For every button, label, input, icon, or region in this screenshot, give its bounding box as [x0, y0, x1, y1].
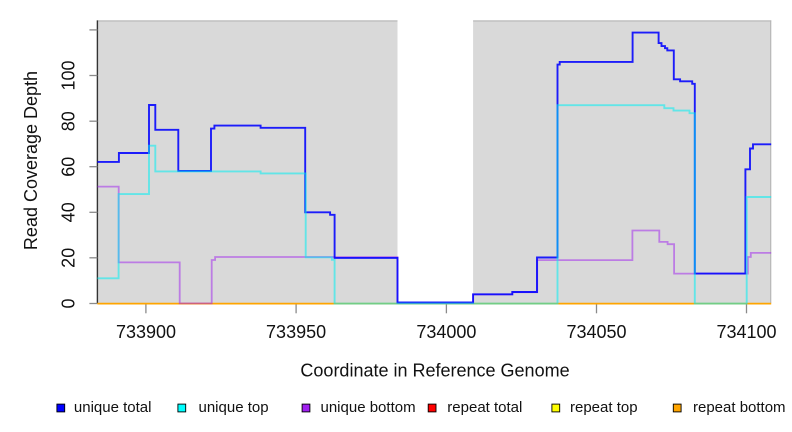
svg-text:734100: 734100 — [716, 322, 776, 342]
svg-text:80: 80 — [59, 111, 79, 131]
svg-text:repeat top: repeat top — [570, 399, 638, 416]
svg-text:Read Coverage Depth: Read Coverage Depth — [21, 71, 41, 250]
svg-text:unique total: unique total — [74, 399, 152, 416]
svg-text:20: 20 — [59, 248, 79, 268]
svg-text:40: 40 — [59, 202, 79, 222]
svg-text:733900: 733900 — [116, 322, 176, 342]
svg-text:0: 0 — [59, 298, 79, 308]
svg-text:733950: 733950 — [266, 322, 326, 342]
svg-text:Coordinate in Reference Genome: Coordinate in Reference Genome — [300, 361, 569, 381]
svg-text:100: 100 — [59, 60, 79, 90]
svg-text:734000: 734000 — [416, 322, 476, 342]
svg-text:60: 60 — [59, 157, 79, 177]
svg-text:unique bottom: unique bottom — [321, 399, 416, 416]
svg-text:repeat bottom: repeat bottom — [693, 399, 786, 416]
svg-text:unique top: unique top — [199, 399, 269, 416]
svg-text:repeat total: repeat total — [447, 399, 522, 416]
svg-text:734050: 734050 — [566, 322, 626, 342]
